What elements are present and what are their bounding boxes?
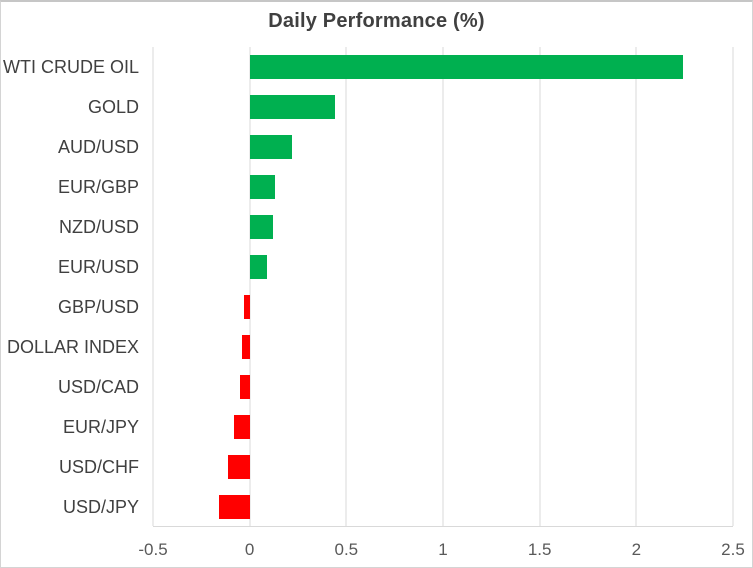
bar-row <box>153 127 733 167</box>
x-tick-label: -0.5 <box>138 540 168 559</box>
x-gridline <box>539 47 541 526</box>
x-gridline <box>442 47 444 526</box>
bar-row <box>153 367 733 407</box>
x-tick-label: 0.5 <box>334 540 359 559</box>
category-label: GOLD <box>87 97 139 117</box>
bar-row <box>153 407 733 447</box>
bar-row <box>153 247 733 287</box>
bar-row <box>153 167 733 207</box>
x-gridline <box>345 47 347 526</box>
performance-bar <box>249 215 273 239</box>
x-tick-label: 1 <box>438 540 448 559</box>
category-label: GBP/USD <box>57 297 139 317</box>
x-gridline <box>635 47 637 526</box>
performance-bar <box>249 95 335 119</box>
bar-row <box>153 47 733 87</box>
bar-row <box>153 207 733 247</box>
plot-area: -0.5 0 0.5 1 1.5 2 2.5 <box>138 47 745 559</box>
x-tick-label: 2 <box>631 540 642 559</box>
x-gridline <box>152 47 154 526</box>
chart-title: Daily Performance (%) <box>268 10 485 32</box>
performance-bar <box>243 295 250 319</box>
category-axis: WTI CRUDE OIL GOLD AUD/USD EUR/GBP NZD/USD EU… <box>1 47 147 527</box>
performance-bar <box>234 415 250 439</box>
performance-bar <box>218 495 250 519</box>
x-gridline <box>249 47 251 526</box>
category-label: USD/CHF <box>59 457 139 477</box>
bar-row <box>153 287 733 327</box>
x-tick-label: 1.5 <box>527 540 552 559</box>
category-label: EUR/JPY <box>62 417 139 437</box>
x-tick-label: 0 <box>244 540 255 559</box>
bar-row <box>153 447 733 487</box>
category-label: WTI CRUDE OIL <box>2 57 139 77</box>
x-gridline <box>732 47 734 526</box>
performance-bar <box>249 55 683 79</box>
performance-bar <box>249 255 268 279</box>
bar-row <box>153 87 733 127</box>
category-label: USD/JPY <box>62 497 139 517</box>
bar-row <box>153 327 733 367</box>
category-label: EUR/USD <box>57 257 139 277</box>
performance-bar <box>228 455 250 479</box>
category-label: USD/CAD <box>57 377 139 397</box>
x-tick-label: 2.5 <box>721 540 745 559</box>
performance-bar <box>240 375 250 399</box>
category-label: NZD/USD <box>59 217 139 237</box>
category-label: AUD/USD <box>57 137 139 157</box>
bar-row <box>153 487 733 527</box>
performance-bar <box>249 175 275 199</box>
category-label: DOLLAR INDEX <box>6 337 139 357</box>
performance-bar <box>249 135 293 159</box>
category-label: EUR/GBP <box>57 177 139 197</box>
performance-bar <box>241 335 250 359</box>
